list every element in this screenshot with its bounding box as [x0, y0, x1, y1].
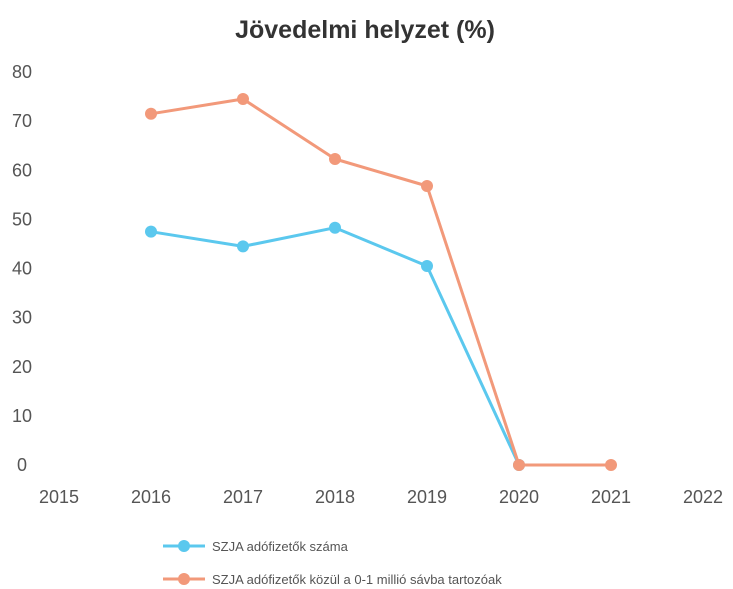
data-point-series-1	[421, 260, 433, 273]
x-tick-label: 2020	[499, 487, 539, 507]
legend-label-1: SZJA adófizetők száma	[212, 539, 349, 554]
y-tick-label: 30	[12, 308, 32, 328]
data-point-series-1	[237, 240, 249, 253]
y-tick-label: 0	[17, 455, 27, 475]
x-tick-label: 2018	[315, 487, 355, 507]
series-layer	[145, 93, 617, 471]
series-line-1	[149, 226, 521, 467]
x-tick-label: 2017	[223, 487, 263, 507]
x-tick-label: 2022	[683, 487, 723, 507]
data-point-series-2	[145, 107, 157, 120]
y-tick-label: 50	[12, 209, 32, 229]
data-point-series-2	[513, 459, 525, 471]
y-axis-ticks: 0 10 20 30 40 50 60 70 80	[12, 62, 32, 475]
x-tick-label: 2015	[39, 487, 79, 507]
series-line-2	[149, 97, 613, 467]
data-point-series-2	[237, 93, 249, 106]
data-point-series-2	[329, 152, 341, 165]
x-tick-label: 2019	[407, 487, 447, 507]
chart-title: Jövedelmi helyzet (%)	[235, 16, 495, 44]
legend: SZJA adófizetők száma SZJA adófizetők köz…	[163, 539, 502, 587]
y-tick-label: 80	[12, 62, 32, 82]
y-tick-label: 60	[12, 160, 32, 180]
y-tick-label: 40	[12, 259, 32, 279]
x-tick-label: 2021	[591, 487, 631, 507]
data-point-series-2	[605, 459, 617, 471]
legend-marker-2	[178, 573, 190, 585]
x-tick-label: 2016	[131, 487, 171, 507]
data-point-series-2	[421, 179, 433, 192]
x-axis-ticks: 2015 2016 2017 2018 2019 2020 2021 2022	[39, 487, 723, 507]
legend-label-2: SZJA adófizetők közül a 0-1 millió sávba…	[212, 572, 502, 587]
y-tick-label: 20	[12, 357, 32, 377]
data-point-series-1	[329, 221, 341, 234]
y-tick-label: 10	[12, 406, 32, 426]
legend-marker-1	[178, 540, 190, 552]
y-tick-label: 70	[12, 111, 32, 131]
data-point-series-1	[145, 225, 157, 238]
